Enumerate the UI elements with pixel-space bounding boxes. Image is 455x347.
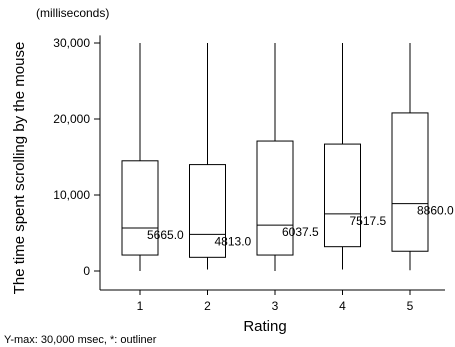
y-tick-label: 10,000 [53, 188, 90, 202]
box-iqr [256, 140, 294, 256]
x-tick-label: 3 [272, 299, 279, 313]
y-tick-label: 30,000 [53, 36, 90, 50]
box-iqr [189, 164, 226, 258]
x-tick-label: 2 [204, 299, 211, 313]
box-iqr [324, 143, 361, 248]
x-tick-label: 1 [137, 299, 144, 313]
box-iqr [121, 160, 159, 256]
footnote: Y-max: 30,000 msec, *: outliner [4, 334, 157, 346]
y-axis-title: The time spent scrolling by the mouse [11, 42, 28, 295]
plot-area: 0 10,000 20,000 30,000 1 5665.0 2 4813.0 3 6037.5… [53, 35, 454, 313]
median-label: 6037.5 [282, 225, 319, 239]
box-iqr [391, 112, 429, 252]
median-label: 4813.0 [215, 234, 252, 248]
x-axis-title: Rating [243, 318, 286, 335]
median-label: 5665.0 [147, 228, 184, 242]
median-label: 8860.0 [417, 204, 454, 218]
x-tick-label: 5 [407, 299, 414, 313]
x-tick-label: 4 [339, 299, 346, 313]
y-tick-label: 20,000 [53, 112, 90, 126]
unit-label: (milliseconds) [36, 6, 109, 20]
median-label: 7517.5 [350, 214, 387, 228]
y-tick-label: 0 [83, 264, 90, 278]
